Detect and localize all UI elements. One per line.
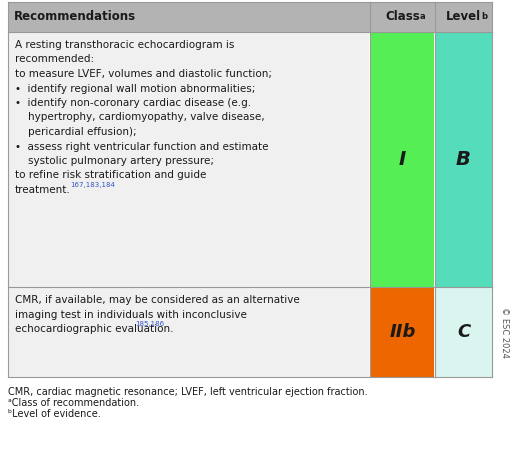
Bar (8, 2, 492, 32)
Text: CMR, if available, may be considered as an alternative: CMR, if available, may be considered as … (15, 295, 300, 305)
Bar (370, 32, 434, 287)
Text: B: B (456, 150, 471, 169)
Text: ᵃClass of recommendation.: ᵃClass of recommendation. (8, 398, 139, 408)
Text: to measure LVEF, volumes and diastolic function;: to measure LVEF, volumes and diastolic f… (15, 69, 272, 79)
Text: systolic pulmonary artery pressure;: systolic pulmonary artery pressure; (15, 156, 214, 166)
Text: 185,186: 185,186 (135, 321, 164, 327)
Text: Class: Class (385, 10, 420, 24)
Bar (370, 287, 434, 377)
Text: a: a (420, 12, 425, 21)
Text: CMR, cardiac magnetic resonance; LVEF, left ventricular ejection fraction.: CMR, cardiac magnetic resonance; LVEF, l… (8, 387, 368, 397)
Text: A resting transthoracic echocardiogram is: A resting transthoracic echocardiogram i… (15, 40, 235, 50)
Text: b: b (482, 12, 488, 21)
Text: IIb: IIb (389, 323, 415, 341)
Text: •  identify non-coronary cardiac disease (e.g.: • identify non-coronary cardiac disease … (15, 98, 251, 108)
Text: •  identify regional wall motion abnormalities;: • identify regional wall motion abnormal… (15, 84, 255, 93)
Text: Level: Level (446, 10, 481, 24)
Text: I: I (399, 150, 406, 169)
Text: echocardiographic evaluation.: echocardiographic evaluation. (15, 324, 174, 334)
Bar (435, 287, 492, 377)
Bar (8, 287, 369, 377)
Text: •  assess right ventricular function and estimate: • assess right ventricular function and … (15, 142, 268, 152)
Text: imaging test in individuals with inconclusive: imaging test in individuals with inconcl… (15, 309, 247, 319)
Bar (435, 32, 492, 287)
Text: treatment.: treatment. (15, 185, 71, 195)
Text: ᵇLevel of evidence.: ᵇLevel of evidence. (8, 409, 101, 419)
Text: recommended:: recommended: (15, 55, 94, 65)
Text: pericardial effusion);: pericardial effusion); (15, 127, 137, 137)
Text: to refine risk stratification and guide: to refine risk stratification and guide (15, 171, 206, 181)
Text: Recommendations: Recommendations (14, 10, 136, 24)
Text: C: C (457, 323, 470, 341)
Text: © ESC 2024: © ESC 2024 (500, 307, 509, 358)
Text: 167,183,184: 167,183,184 (70, 182, 115, 188)
Text: hypertrophy, cardiomyopathy, valve disease,: hypertrophy, cardiomyopathy, valve disea… (15, 112, 265, 122)
Bar (8, 32, 369, 287)
